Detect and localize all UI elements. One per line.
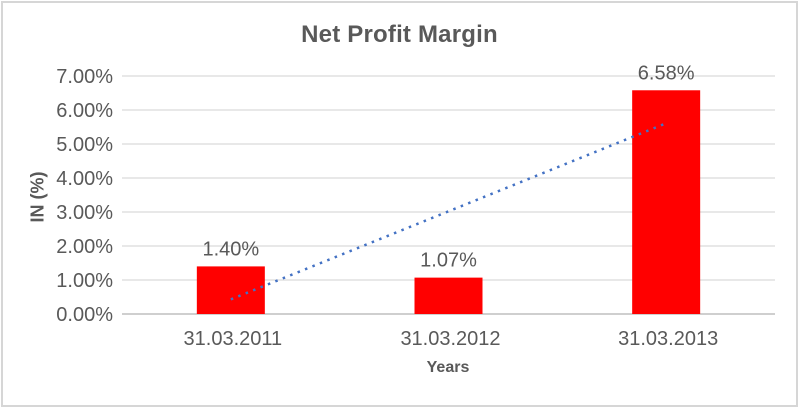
- x-tick-label: 31.03.2011: [184, 328, 283, 350]
- y-tick-label: 3.00%: [56, 202, 113, 224]
- chart-title: Net Profit Margin: [301, 21, 498, 48]
- y-tick-label: 0.00%: [56, 304, 113, 326]
- y-tick-label: 5.00%: [56, 134, 113, 156]
- trendline[interactable]: [230, 122, 667, 301]
- y-tick-label: 2.00%: [56, 236, 113, 258]
- y-tick-label: 1.00%: [56, 270, 113, 292]
- x-tick-label: 31.03.2012: [400, 328, 500, 350]
- x-axis-title: Years: [426, 359, 470, 376]
- data-label: 1.07%: [420, 250, 477, 272]
- data-label: 6.58%: [638, 62, 695, 84]
- bar-31.03.2012[interactable]: [414, 277, 483, 314]
- y-tick-label: 6.00%: [56, 100, 113, 122]
- y-tick-label: 4.00%: [56, 168, 113, 190]
- y-tick-label: 7.00%: [56, 66, 113, 88]
- bar-31.03.2013[interactable]: [632, 90, 701, 314]
- data-label: 1.40%: [202, 238, 259, 260]
- x-tick-label: 31.03.2013: [618, 328, 718, 350]
